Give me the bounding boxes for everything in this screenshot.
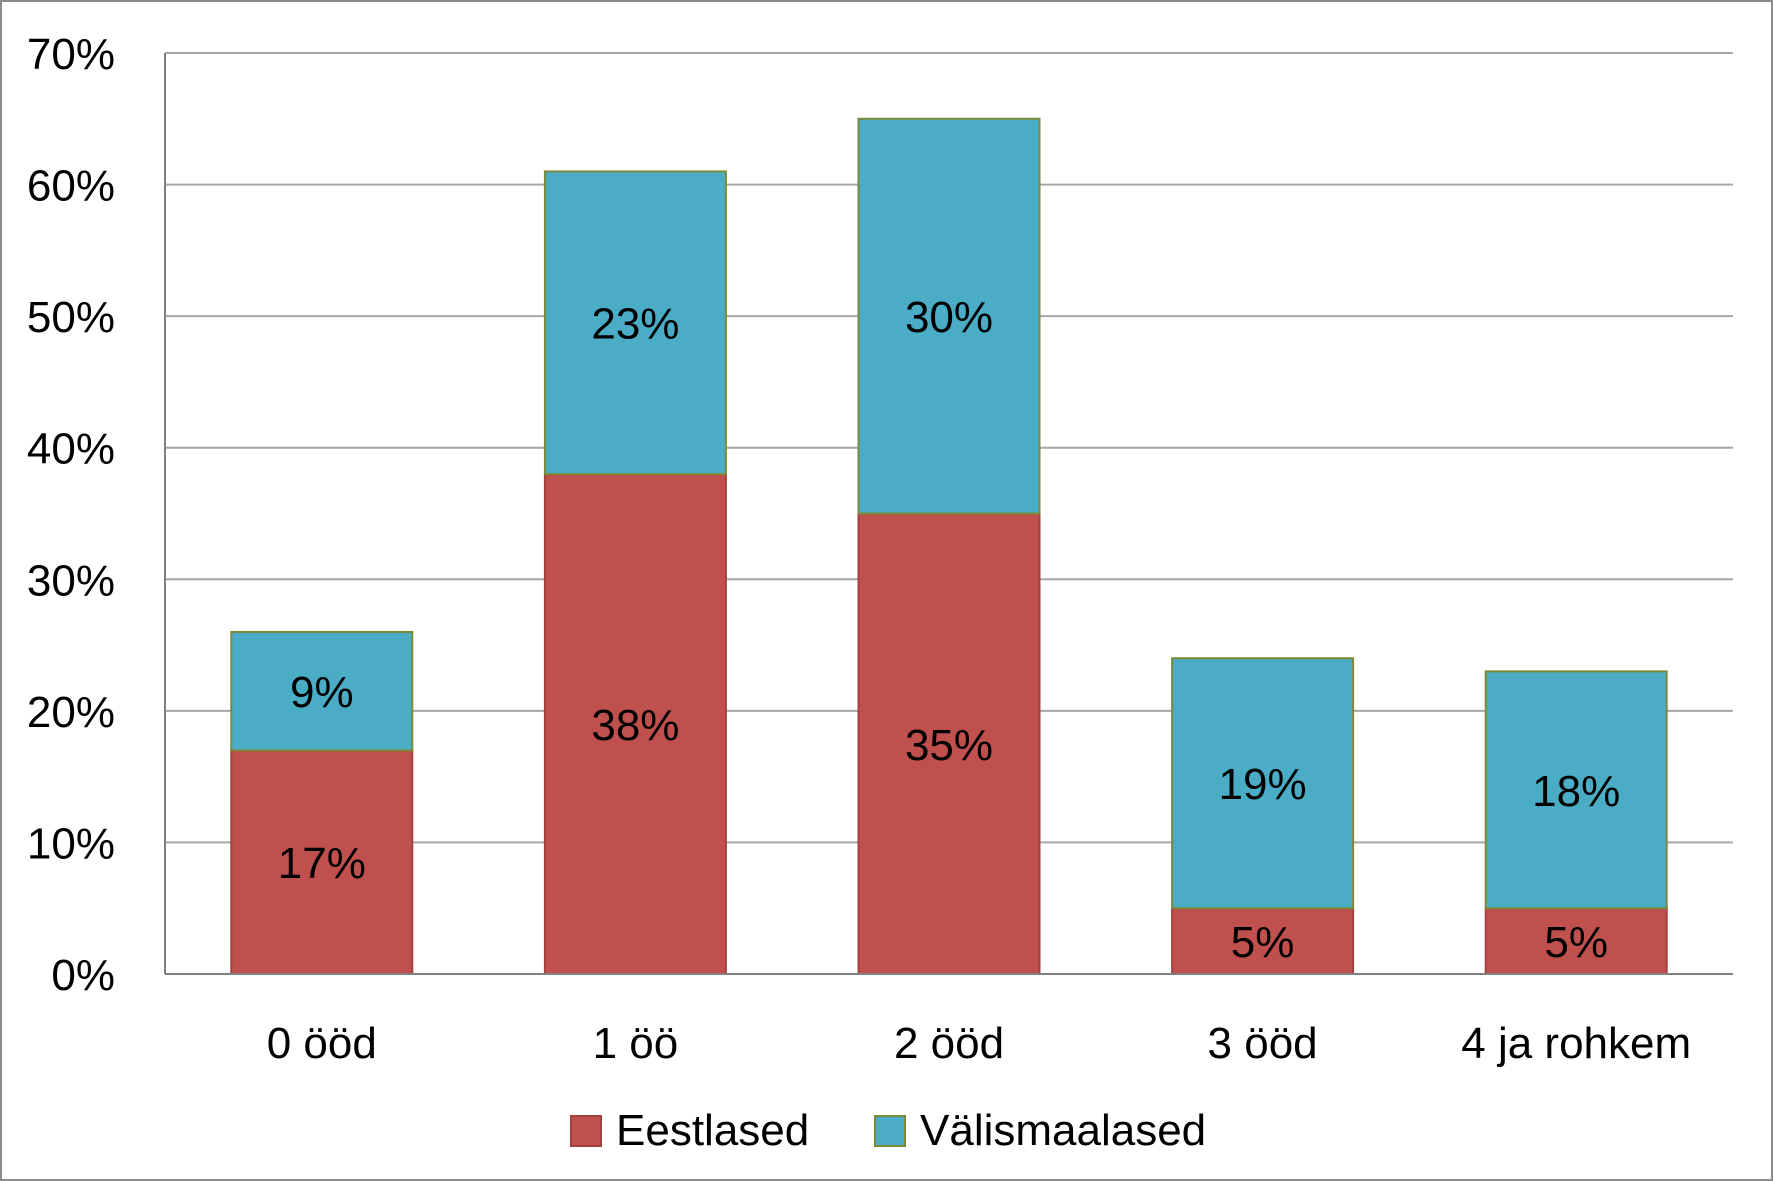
y-tick-label: 50% <box>27 293 115 342</box>
data-labels: 17% 9% 38% 23% 35% 30% 5% 19% 5% 18% <box>278 293 1620 967</box>
data-label: 23% <box>591 300 679 349</box>
legend-label: Eestlased <box>616 1106 809 1155</box>
bar-segment-valismaalased <box>230 630 414 752</box>
legend-swatch <box>874 1115 906 1147</box>
y-axis-ticks: 0% 10% 20% 30% 40% 50% 60% 70% <box>27 30 115 1000</box>
y-tick-label: 70% <box>27 30 115 79</box>
bar-segment-valismaalased <box>543 170 727 476</box>
y-tick-label: 20% <box>27 688 115 737</box>
y-tick-label: 60% <box>27 162 115 211</box>
data-label: 38% <box>591 701 679 750</box>
bar-segment-eestlased <box>230 749 414 975</box>
bars <box>230 117 1668 976</box>
bar-segment-eestlased <box>857 512 1041 975</box>
x-category-label: 0 ööd <box>267 1019 377 1068</box>
x-axis-categories: 0 ööd 1 öö 2 ööd 3 ööd 4 ja rohkem <box>267 1019 1691 1068</box>
bar-segment-eestlased <box>543 473 727 975</box>
data-label: 18% <box>1532 767 1620 816</box>
data-label: 35% <box>905 721 993 770</box>
legend-label: Välismaalased <box>920 1106 1206 1155</box>
data-label: 19% <box>1219 760 1307 809</box>
x-category-label: 2 ööd <box>894 1019 1004 1068</box>
bar-segment-valismaalased <box>1171 657 1355 910</box>
y-tick-label: 0% <box>51 951 115 1000</box>
y-tick-label: 10% <box>27 819 115 868</box>
bar-segment-eestlased <box>1484 907 1668 976</box>
data-label: 30% <box>905 293 993 342</box>
data-label: 5% <box>1231 918 1295 967</box>
data-label: 9% <box>290 668 354 717</box>
x-category-label: 1 öö <box>593 1019 679 1068</box>
x-category-label: 4 ja rohkem <box>1461 1019 1691 1068</box>
data-label: 17% <box>278 839 366 888</box>
data-label: 5% <box>1544 918 1608 967</box>
y-tick-label: 30% <box>27 556 115 605</box>
legend: Eestlased Välismaalased <box>570 1106 1206 1155</box>
y-tick-label: 40% <box>27 425 115 474</box>
legend-swatch <box>570 1115 602 1147</box>
bar-segment-eestlased <box>1171 907 1355 976</box>
axes <box>164 53 1733 975</box>
x-category-label: 3 ööd <box>1208 1019 1318 1068</box>
bar-segment-valismaalased <box>857 117 1041 515</box>
bar-segment-valismaalased <box>1484 670 1668 910</box>
